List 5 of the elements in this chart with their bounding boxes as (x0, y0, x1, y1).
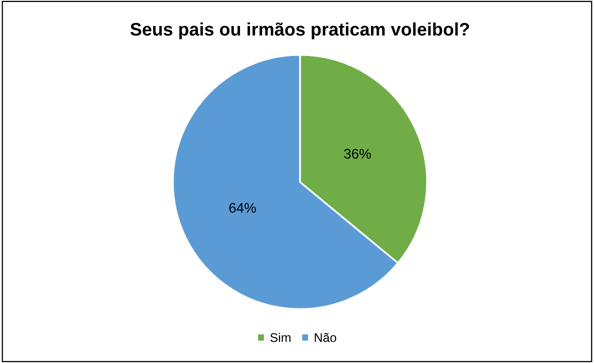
chart-title: Seus pais ou irmãos praticam voleibol? (130, 22, 470, 40)
legend-label: Sim (270, 332, 290, 342)
legend-label: Não (314, 332, 336, 342)
data-label: 36% (344, 148, 371, 159)
data-label: 64% (229, 202, 256, 213)
